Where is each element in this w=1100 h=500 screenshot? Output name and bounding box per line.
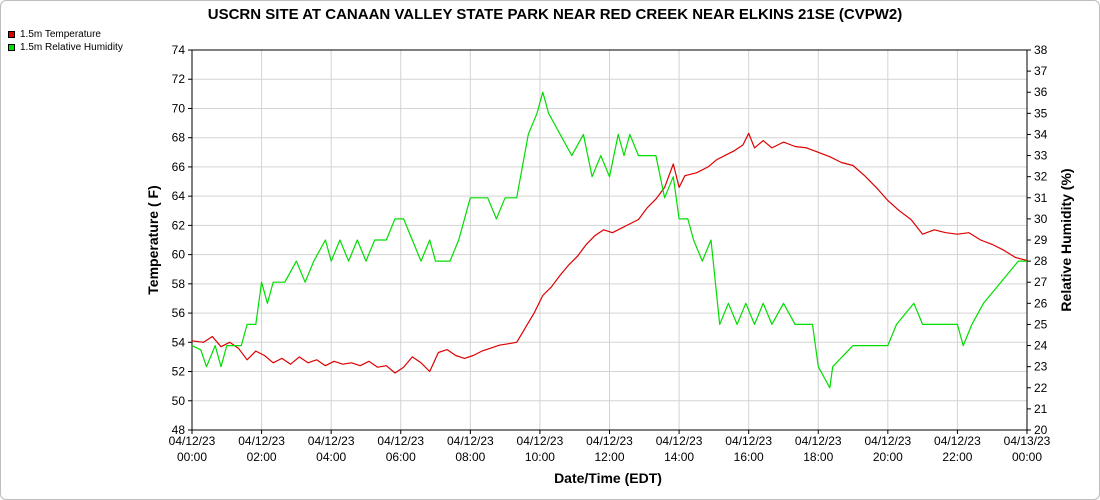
y-tick-label-left: 68 <box>172 131 186 145</box>
x-tick-label-date: 04/12/23 <box>656 434 703 448</box>
x-tick-label-time: 00:00 <box>1012 450 1042 464</box>
x-tick-label-time: 06:00 <box>386 450 416 464</box>
x-tick-label-date: 04/12/23 <box>447 434 494 448</box>
legend: 1.5m Temperature 1.5m Relative Humidity <box>8 28 123 54</box>
y-tick-label-left: 54 <box>172 335 186 349</box>
y-tick-label-right: 33 <box>1034 149 1048 163</box>
x-tick-label-date: 04/12/23 <box>725 434 772 448</box>
y-axis-label-left: Temperature ( F) <box>145 185 161 294</box>
y-tick-label-right: 36 <box>1034 85 1048 99</box>
y-tick-label-left: 48 <box>172 423 186 437</box>
x-tick-label-date: 04/13/23 <box>1004 434 1051 448</box>
x-tick-label-date: 04/12/23 <box>517 434 564 448</box>
y-tick-label-left: 58 <box>172 277 186 291</box>
x-tick-label-date: 04/12/23 <box>795 434 842 448</box>
y-tick-label-left: 70 <box>172 101 186 115</box>
x-tick-label-time: 14:00 <box>664 450 694 464</box>
y-axis-label-right: Relative Humidity (%) <box>1058 168 1074 311</box>
legend-swatch-temperature <box>8 31 15 38</box>
legend-label-humidity: 1.5m Relative Humidity <box>20 42 123 53</box>
legend-item-temperature: 1.5m Temperature <box>8 28 123 41</box>
plot-border <box>191 49 1028 431</box>
y-tick-label-left: 64 <box>172 189 186 203</box>
legend-swatch-humidity <box>8 44 15 51</box>
series-line-humidity <box>191 91 1027 389</box>
y-tick-label-left: 72 <box>172 72 186 86</box>
x-tick-label-time: 20:00 <box>873 450 903 464</box>
x-tick-label-date: 04/12/23 <box>586 434 633 448</box>
y-tick-label-left: 66 <box>172 160 186 174</box>
y-tick-label-right: 37 <box>1034 64 1048 78</box>
x-tick-label-date: 04/12/23 <box>238 434 285 448</box>
y-tick-label-left: 50 <box>172 394 186 408</box>
y-tick-label-left: 56 <box>172 306 186 320</box>
y-tick-label-left: 52 <box>172 365 186 379</box>
series-line-temperature <box>191 132 1028 374</box>
y-tick-label-right: 29 <box>1034 233 1048 247</box>
x-tick-label-time: 18:00 <box>803 450 833 464</box>
y-tick-label-right: 35 <box>1034 106 1048 120</box>
x-tick-label-date: 04/12/23 <box>377 434 424 448</box>
x-tick-label-time: 12:00 <box>594 450 624 464</box>
x-tick-label-date: 04/12/23 <box>308 434 355 448</box>
legend-label-temperature: 1.5m Temperature <box>20 29 101 40</box>
y-tick-label-right: 21 <box>1034 402 1048 416</box>
x-tick-label-date: 04/12/23 <box>934 434 981 448</box>
y-tick-label-right: 20 <box>1034 423 1048 437</box>
y-tick-label-right: 34 <box>1034 127 1048 141</box>
y-tick-label-right: 32 <box>1034 170 1048 184</box>
y-tick-label-right: 28 <box>1034 254 1048 268</box>
x-axis-label: Date/Time (EDT) <box>554 470 662 486</box>
y-tick-label-right: 30 <box>1034 212 1048 226</box>
x-tick-label-time: 10:00 <box>525 450 555 464</box>
x-tick-label-time: 00:00 <box>177 450 207 464</box>
chart-title: USCRN SITE AT CANAAN VALLEY STATE PARK N… <box>208 6 903 23</box>
grid <box>191 49 1028 431</box>
x-tick-label-time: 04:00 <box>316 450 346 464</box>
y-tick-label-right: 24 <box>1034 339 1048 353</box>
y-tick-label-right: 23 <box>1034 360 1048 374</box>
y-tick-label-left: 62 <box>172 218 186 232</box>
series-lines <box>191 91 1028 389</box>
y-tick-label-right: 27 <box>1034 275 1048 289</box>
x-tick-label-time: 08:00 <box>455 450 485 464</box>
y-tick-label-right: 31 <box>1034 191 1048 205</box>
y-tick-label-left: 60 <box>172 248 186 262</box>
x-tick-label-time: 22:00 <box>942 450 972 464</box>
y-tick-label-right: 38 <box>1034 43 1048 57</box>
x-tick-label-date: 04/12/23 <box>864 434 911 448</box>
legend-item-humidity: 1.5m Relative Humidity <box>8 41 123 54</box>
tick-labels: 04/12/23 00:00 04/12/23 02:00 04/12/23 04:00 0… <box>169 43 1051 464</box>
y-tick-label-right: 22 <box>1034 381 1048 395</box>
y-tick-label-left: 74 <box>172 43 186 57</box>
y-tick-label-right: 26 <box>1034 296 1048 310</box>
x-tick-label-time: 02:00 <box>247 450 277 464</box>
x-tick-label-date: 04/12/23 <box>169 434 216 448</box>
axes <box>188 49 1031 434</box>
y-tick-label-right: 25 <box>1034 317 1048 331</box>
x-tick-label-time: 16:00 <box>734 450 764 464</box>
